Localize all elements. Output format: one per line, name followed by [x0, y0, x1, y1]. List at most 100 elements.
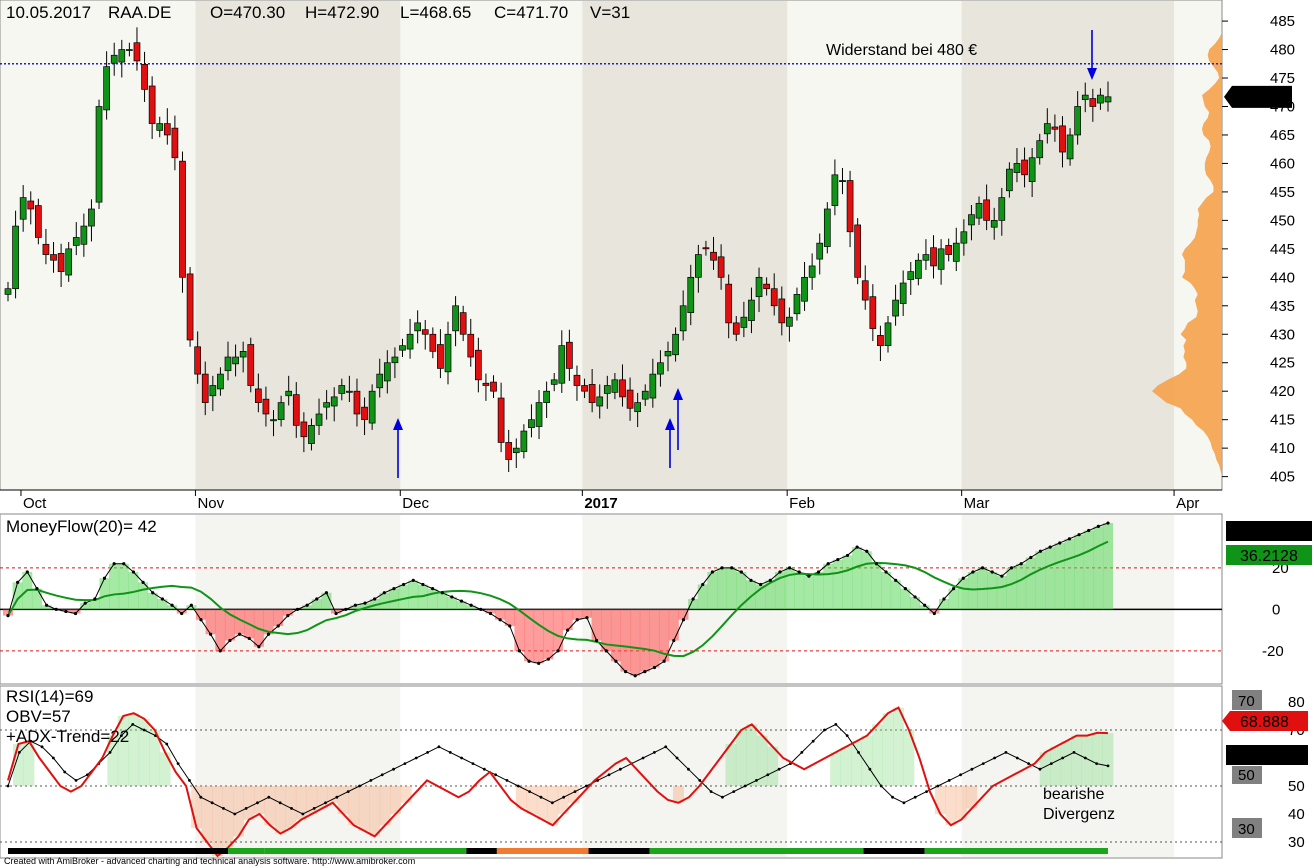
candle-up [512, 447, 520, 454]
footer-credit: Created with AmiBroker - advanced charti… [4, 856, 415, 866]
obv-point [913, 795, 917, 799]
money-flow-point [1096, 524, 1100, 528]
money-flow-point [93, 597, 97, 601]
candle-up [224, 356, 232, 372]
obv-point [380, 773, 384, 777]
obv-point [210, 801, 214, 805]
candle-down [1089, 98, 1097, 107]
header-high: H=472.90 [305, 3, 379, 22]
obv-point [335, 795, 339, 799]
obv-point [414, 756, 418, 760]
obv-point [74, 779, 78, 782]
money-flow-point [1019, 562, 1023, 566]
money-flow-point [266, 632, 271, 636]
obv-point [233, 812, 237, 816]
candle-up [232, 356, 239, 365]
money-flow-point [566, 628, 570, 632]
money-flow-point [980, 566, 985, 570]
adx-ribbon-segment [924, 848, 1108, 854]
money-flow-point [662, 659, 666, 663]
candle-up [414, 322, 422, 332]
money-flow-point [894, 578, 898, 582]
price-axis-tick-label: 425 [1270, 355, 1295, 372]
candle-down [778, 298, 786, 324]
money-flow-point [469, 603, 473, 607]
money-flow-point [1106, 521, 1110, 525]
candle-up [687, 276, 695, 313]
money-flow-point [961, 576, 965, 580]
obv-point [1061, 756, 1065, 760]
obv-point [256, 801, 259, 805]
month-band [195, 515, 401, 683]
candle-up [72, 237, 80, 246]
price-axis-tick-label: 405 [1270, 469, 1295, 486]
candle-down [490, 381, 497, 392]
candle-up [239, 350, 247, 358]
money-flow-point [237, 632, 242, 636]
candle-up [391, 356, 399, 364]
money-flow-point [952, 587, 956, 591]
money-flow-point [295, 607, 300, 611]
adx-ribbon-segment [649, 848, 864, 854]
candle-up [899, 282, 907, 304]
money-flow-point [623, 670, 628, 674]
money-flow-point [990, 570, 994, 574]
candle-up [975, 202, 983, 219]
money-flow-point [25, 570, 29, 574]
obv-point [392, 767, 395, 771]
obv-point [607, 773, 611, 777]
candle-up [990, 220, 998, 228]
money-flow-point [855, 545, 859, 549]
candle-down [467, 333, 475, 358]
money-flow-point [546, 657, 550, 661]
rsi-mid-box-label: 50 [1238, 767, 1255, 784]
obv-points [6, 723, 1110, 816]
price-axis: 405 410 415 420 425 430 435 440 445 450 455 460 465 4… [1222, 13, 1295, 486]
candle-down [854, 224, 862, 278]
price-axis-tick-label: 460 [1270, 155, 1295, 172]
candlestick-series [4, 27, 1112, 473]
obv-point [562, 795, 566, 799]
money-flow-point [845, 553, 850, 558]
obv-point [959, 773, 962, 777]
candle-down [421, 329, 429, 335]
candle-up [657, 362, 664, 375]
money-flow-point [874, 562, 879, 566]
obv-point [857, 751, 860, 754]
money-flow-point [373, 597, 377, 601]
candle-up [12, 225, 19, 290]
rsi-tick-label: 40 [1288, 806, 1305, 823]
candle-down [27, 200, 35, 210]
money-flow-point [942, 597, 946, 601]
money-flow-point [575, 618, 579, 622]
money-flow-point [730, 566, 734, 570]
money-flow-point [1058, 541, 1062, 545]
obv-point [1038, 767, 1042, 771]
obv-title: OBV=57 [6, 707, 71, 726]
rsi-lower-box: 30 [1232, 818, 1262, 838]
header-volume: V=31 [590, 3, 630, 22]
money-flow-point [382, 591, 386, 595]
rsi-value-tag-shape [1222, 711, 1308, 731]
x-axis-label: Mar [964, 495, 990, 512]
candle-down [505, 442, 513, 460]
money-flow-point [247, 636, 251, 641]
obv-point [290, 807, 293, 810]
x-axis-label: Nov [197, 495, 224, 512]
candle-down [179, 160, 186, 278]
obv-point [40, 745, 44, 749]
price-axis-tick-label: 435 [1270, 298, 1295, 315]
candle-down [50, 254, 57, 261]
obv-point [891, 795, 894, 799]
obv-point [131, 723, 135, 726]
rsi-title: RSI(14)=69 [6, 687, 93, 706]
money-flow-value-box [1226, 521, 1312, 541]
obv-point [426, 751, 429, 754]
adx-ribbon-segment [496, 848, 589, 854]
money-flow-point [257, 645, 261, 649]
candle-down [1051, 126, 1059, 130]
money-flow-point [797, 570, 801, 574]
price-axis-tick-label: 410 [1270, 440, 1295, 457]
money-flow-point [1048, 545, 1052, 549]
